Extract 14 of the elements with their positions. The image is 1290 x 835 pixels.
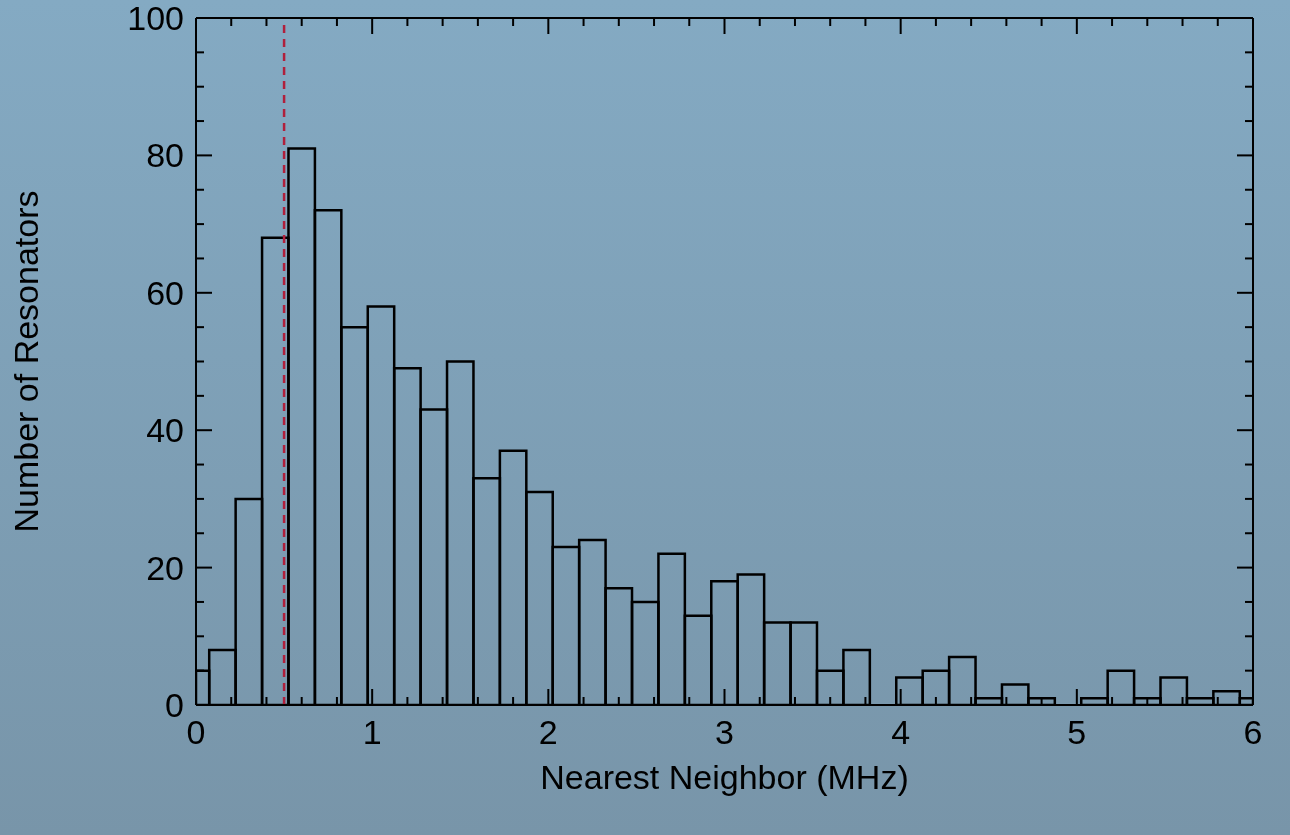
- y-tick-label: 20: [146, 548, 184, 587]
- x-tick-label: 1: [362, 712, 382, 751]
- x-tick-label: 4: [891, 712, 911, 751]
- y-tick-label: 60: [146, 273, 184, 312]
- x-tick-label: 3: [715, 712, 734, 751]
- y-tick-label: 80: [146, 136, 184, 175]
- x-tick-label: 6: [1243, 712, 1263, 751]
- y-tick-label: 100: [127, 0, 184, 37]
- y-tick-label: 40: [146, 411, 184, 450]
- y-axis-title: Number of Resonators: [7, 190, 46, 533]
- y-tick-label: 0: [165, 686, 184, 724]
- x-tick-label: 2: [538, 712, 558, 751]
- x-tick-label: 5: [1067, 712, 1087, 751]
- x-axis-title: Nearest Neighbor (MHz): [540, 758, 909, 796]
